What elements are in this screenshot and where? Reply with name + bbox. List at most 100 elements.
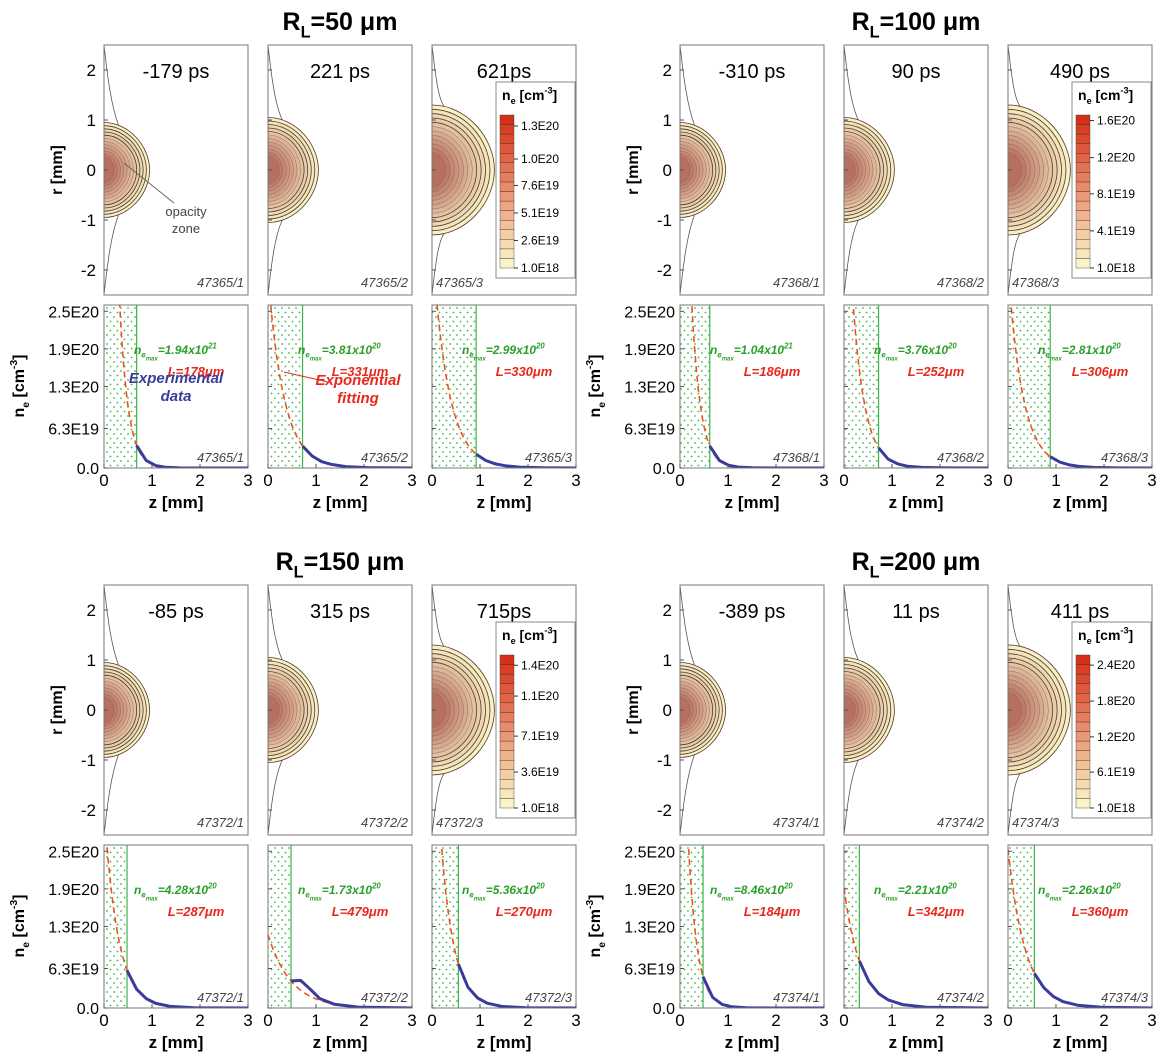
colorbar-tick-label: 1.0E18 — [521, 801, 559, 815]
time-label: -389 ps — [719, 601, 786, 623]
contour-wing — [104, 45, 119, 295]
time-label: 11 ps — [892, 601, 939, 623]
y-axis-label-part: n — [587, 408, 604, 418]
y-tick-label: 0 — [87, 701, 96, 720]
colorbar-step — [499, 740, 515, 751]
contour-level — [1008, 152, 1022, 188]
group-title: RL=200 μm — [852, 548, 981, 582]
shot-label: 47365/3 — [525, 450, 573, 465]
colorbar-step — [1075, 731, 1091, 742]
colorbar-tick-label: 1.1E20 — [521, 689, 559, 703]
y-tick-label: 0.0 — [77, 461, 99, 478]
time-label: -85 ps — [148, 601, 204, 623]
y-tick-label: 6.3E19 — [48, 962, 99, 979]
colorbar-title-part: n — [502, 627, 511, 643]
x-axis-label: z [mm] — [313, 493, 368, 512]
y-tick-label: 2.5E20 — [624, 304, 675, 321]
colorbar-step — [499, 693, 515, 704]
group-title-part: R — [852, 8, 870, 36]
x-tick-label: 2 — [1099, 471, 1108, 490]
nemax-label-part: e — [469, 891, 474, 900]
colorbar-title-part: ] — [1129, 87, 1134, 103]
colorbar-step — [1075, 229, 1091, 240]
y-tick-label: 6.3E19 — [624, 962, 675, 979]
colorbar-step — [1075, 673, 1091, 684]
colorbar-tick-label: 7.6E19 — [521, 178, 559, 192]
x-tick-label: 1 — [723, 1011, 732, 1030]
fit-length-label: L=184μm — [744, 904, 801, 919]
nemax-label-part: max — [146, 357, 159, 363]
colorbar-step — [1075, 258, 1091, 269]
shot-label: 47368/2 — [937, 275, 985, 290]
y-tick-label: -1 — [657, 751, 672, 770]
fit-length-label: L=306μm — [1072, 364, 1129, 379]
fit-curve — [1010, 305, 1152, 468]
colorbar-step — [499, 759, 515, 770]
nemax-label-part: max — [722, 357, 735, 363]
data-curve — [708, 445, 824, 468]
y-axis-label: ne [cm-3] — [585, 894, 608, 957]
group-title-part: =200 μm — [880, 548, 981, 576]
colorbar-step — [499, 172, 515, 183]
opaque-zone — [680, 845, 704, 1008]
x-axis-label: z [mm] — [149, 1033, 204, 1052]
colorbar-step — [499, 210, 515, 221]
opaque-zone — [844, 845, 860, 1008]
profile-plot — [104, 845, 248, 1008]
nemax-label-part: =1.73x10 — [322, 883, 373, 897]
y-axis-label: ne [cm-3] — [9, 894, 32, 957]
nemax-label-part: max — [1050, 897, 1063, 903]
x-tick-label: 3 — [1147, 1011, 1156, 1030]
nemax-label-part: n — [710, 883, 717, 897]
colorbar-step — [1075, 769, 1091, 780]
time-label: -310 ps — [719, 61, 786, 83]
contour-plot — [844, 585, 895, 835]
x-tick-label: 3 — [1147, 471, 1156, 490]
y-axis-label-part: [cm — [587, 369, 604, 402]
nemax-label: nemax=1.04x1021 — [710, 342, 793, 363]
annotation: data — [161, 388, 192, 405]
colorbar-step — [499, 162, 515, 173]
colorbar-step — [1075, 162, 1091, 173]
nemax-label-part: e — [717, 351, 722, 360]
group-title-part: R — [852, 548, 870, 576]
y-tick-label: 2.5E20 — [624, 844, 675, 861]
shot-label: 47372/2 — [361, 990, 409, 1005]
x-tick-label: 0 — [839, 1011, 848, 1030]
contour-level — [104, 697, 115, 723]
group-title-part: =150 μm — [304, 548, 405, 576]
colorbar-tick-label: 1.0E18 — [521, 261, 559, 275]
x-tick-label: 0 — [427, 471, 436, 490]
colorbar-step — [499, 133, 515, 144]
y-tick-label: 1.9E20 — [48, 882, 99, 899]
y-axis-label-part: e — [21, 942, 32, 948]
annotation: Experimental — [129, 370, 224, 387]
x-tick-label: 3 — [983, 1011, 992, 1030]
contour-level — [1008, 692, 1022, 728]
colorbar-title: ne [cm-3] — [502, 626, 557, 647]
nemax-label-part: max — [474, 897, 487, 903]
colorbar-step — [1075, 239, 1091, 250]
colorbar-step — [499, 114, 515, 125]
shot-label: 47372/3 — [436, 815, 484, 830]
colorbar-step — [499, 683, 515, 694]
y-tick-label: 1.9E20 — [48, 342, 99, 359]
contour-plot — [844, 45, 895, 295]
x-tick-label: 1 — [723, 471, 732, 490]
contour-plot — [268, 585, 319, 835]
x-tick-label: 0 — [1003, 471, 1012, 490]
y-axis-label-part: e — [597, 402, 608, 408]
nemax-label: nemax=2.21x1020 — [874, 882, 957, 903]
contour-wing — [844, 585, 859, 835]
colorbar-step — [499, 191, 515, 202]
y-tick-label: 1.9E20 — [624, 882, 675, 899]
nemax-label-part: =1.04x10 — [734, 343, 785, 357]
nemax-label-part: n — [134, 343, 141, 357]
y-tick-label: -2 — [81, 261, 96, 280]
contour-level — [268, 695, 280, 725]
contour-plot — [680, 585, 727, 835]
y-axis-label-part: [cm — [11, 369, 28, 402]
group-title-part: =100 μm — [880, 8, 981, 36]
y-tick-label: 1 — [87, 651, 96, 670]
contour-plot — [432, 45, 495, 295]
